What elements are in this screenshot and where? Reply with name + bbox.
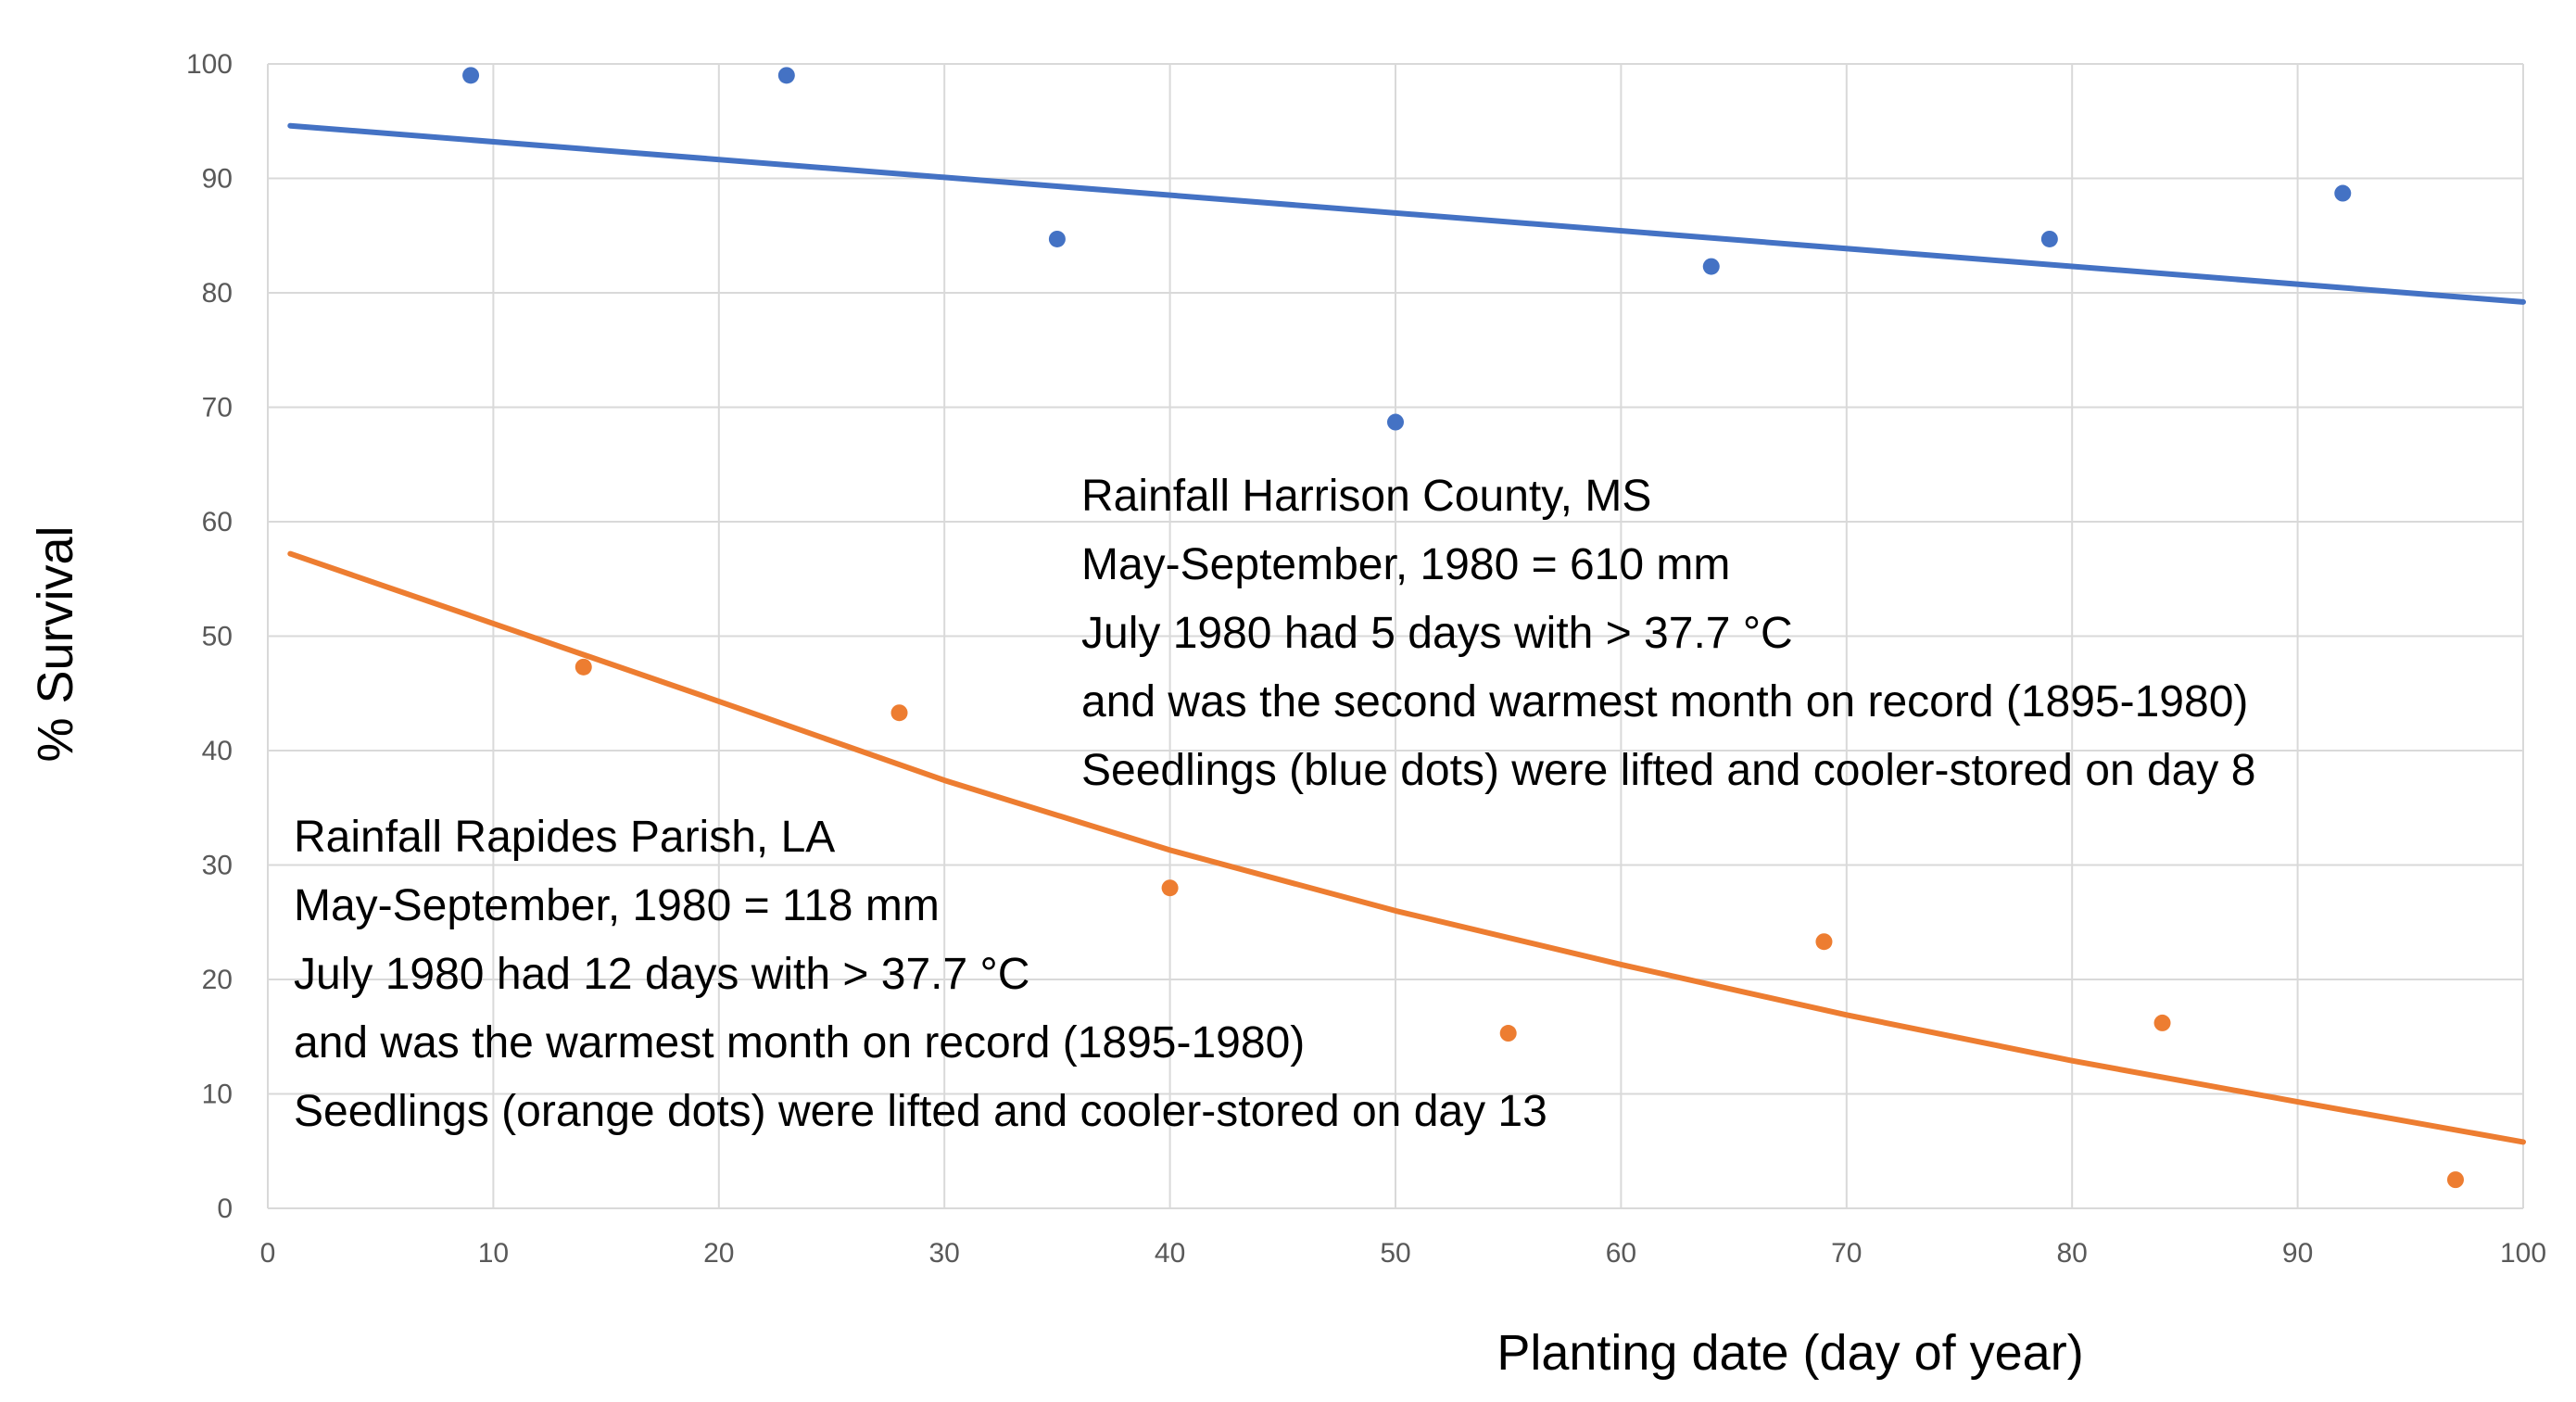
x-tick-label-90: 90	[2282, 1238, 2313, 1269]
trendline-series-1	[287, 122, 2526, 305]
annotation-rapides-line-5: Seedlings (orange dots) were lifted and …	[294, 1087, 1547, 1136]
x-tick-label-70: 70	[1831, 1238, 1862, 1269]
data-point-series-2-2	[890, 704, 908, 722]
x-tick-label-60: 60	[1606, 1238, 1636, 1269]
annotation-rapides-line-2: May-September, 1980 = 118 mm	[294, 881, 940, 930]
y-tick-label-20: 20	[202, 965, 233, 995]
data-point-series-2-1	[575, 658, 592, 676]
x-tick-label-80: 80	[2057, 1238, 2088, 1269]
annotation-harrison-county: Rainfall Harrison County, MS May-Septemb…	[1081, 472, 2255, 795]
annotation-rapides-parish: Rainfall Rapides Parish, LA May-Septembe…	[294, 813, 1547, 1136]
data-point-series-2-7	[2446, 1171, 2464, 1189]
data-point-series-1-4	[1387, 413, 1404, 431]
data-point-series-2-3	[1161, 879, 1179, 897]
annotation-rapides-line-1: Rainfall Rapides Parish, LA	[294, 813, 835, 862]
y-axis-tick-labels: 0 10 20 30 40 50 60 70 80 90 100	[186, 49, 233, 1224]
x-tick-label-10: 10	[478, 1238, 509, 1269]
y-tick-label-30: 30	[202, 851, 233, 881]
y-tick-label-50: 50	[202, 622, 233, 652]
x-tick-label-0: 0	[260, 1238, 276, 1269]
annotation-harrison-line-3: July 1980 had 5 days with > 37.7 °C	[1081, 609, 1793, 658]
data-point-series-1-7	[2334, 184, 2352, 202]
x-axis-title: Planting date (day of year)	[1496, 1325, 2083, 1381]
data-point-series-1-6	[2040, 230, 2058, 247]
y-tick-label-70: 70	[202, 393, 233, 423]
trendline-series-2	[287, 550, 2526, 1145]
y-tick-label-90: 90	[202, 164, 233, 195]
y-tick-label-80: 80	[202, 278, 233, 309]
x-tick-label-30: 30	[929, 1238, 960, 1269]
data-point-series-2-6	[2153, 1014, 2171, 1031]
gridlines	[267, 63, 2524, 1209]
data-point-series-1-2	[777, 67, 795, 84]
data-point-series-1-5	[1702, 258, 1720, 275]
y-tick-label-60: 60	[202, 507, 233, 537]
x-tick-label-40: 40	[1155, 1238, 1185, 1269]
y-tick-label-10: 10	[202, 1080, 233, 1110]
trendlines	[287, 122, 2526, 1145]
annotation-harrison-line-5: Seedlings (blue dots) were lifted and co…	[1081, 746, 2255, 795]
data-point-series-1-1	[462, 67, 480, 84]
annotation-rapides-line-3: July 1980 had 12 days with > 37.7 °C	[294, 950, 1029, 999]
data-point-series-1-3	[1048, 230, 1066, 247]
annotation-harrison-line-4: and was the second warmest month on reco…	[1081, 677, 2248, 726]
y-tick-label-0: 0	[217, 1194, 233, 1224]
x-tick-label-100: 100	[2500, 1238, 2546, 1269]
y-tick-label-40: 40	[202, 736, 233, 766]
x-tick-label-20: 20	[703, 1238, 734, 1269]
annotation-harrison-line-2: May-September, 1980 = 610 mm	[1081, 540, 1730, 589]
x-tick-label-50: 50	[1380, 1238, 1410, 1269]
y-axis-title: % Survival	[28, 525, 83, 762]
annotation-harrison-line-1: Rainfall Harrison County, MS	[1081, 472, 1651, 521]
data-point-series-2-5	[1815, 933, 1833, 951]
data-point-series-2-4	[1499, 1025, 1517, 1042]
x-axis-tick-labels: 0 10 20 30 40 50 60 70 80 90 100	[260, 1238, 2546, 1269]
data-points	[462, 67, 2464, 1189]
annotation-rapides-line-4: and was the warmest month on record (189…	[294, 1018, 1305, 1067]
y-tick-label-100: 100	[186, 49, 233, 80]
